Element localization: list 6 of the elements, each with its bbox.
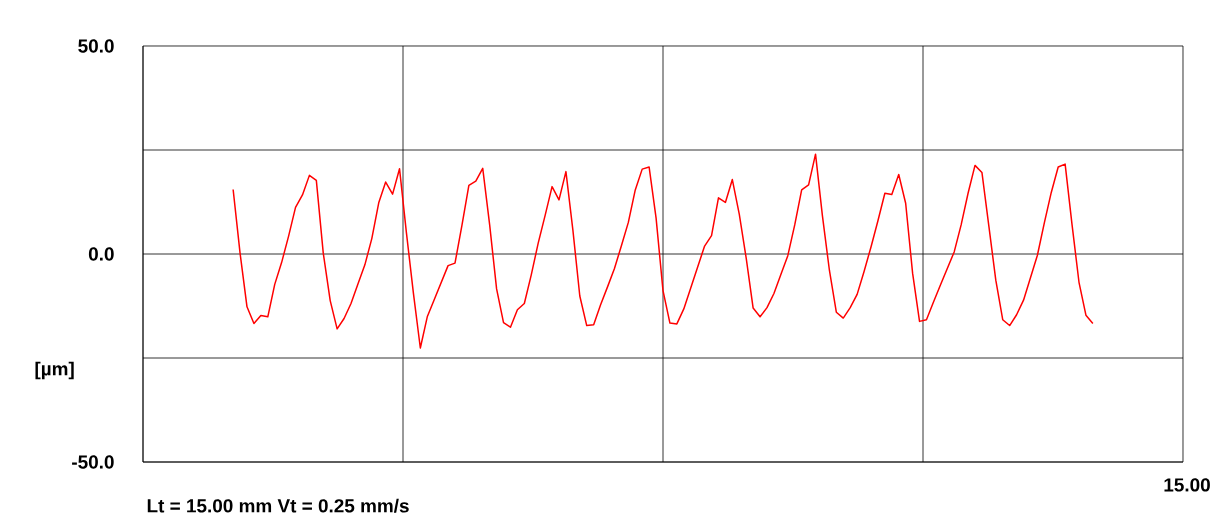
y-tick-label: -50.0 — [72, 455, 114, 469]
y-axis-title: [µm] — [35, 361, 74, 380]
y-tick-label: 50.0 — [78, 39, 114, 53]
text: Lt = 15.00 mm Vt = 0.25 mm/s — [147, 498, 409, 513]
y-tick-label: 0.0 — [88, 247, 114, 261]
text: 15.00 — [1164, 478, 1210, 492]
